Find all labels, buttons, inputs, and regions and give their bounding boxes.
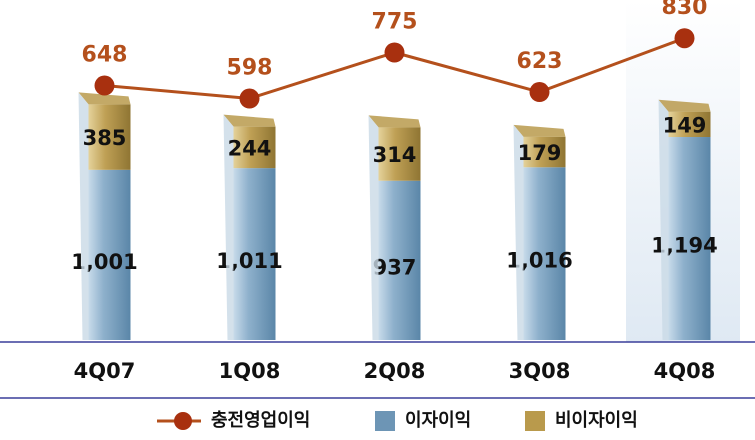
legend-label: 충전영업이익 — [211, 410, 310, 431]
value-label: 775 — [372, 10, 418, 35]
bar-top — [658, 99, 711, 112]
line-marker — [384, 42, 405, 63]
line-marker — [94, 75, 115, 96]
x-tick-label: 4Q07 — [74, 359, 136, 383]
bar-top — [223, 114, 276, 127]
x-tick-label: 3Q08 — [509, 359, 571, 383]
bar-side — [223, 114, 234, 341]
legend-swatch — [525, 411, 545, 431]
value-label: 149 — [663, 113, 707, 137]
value-label: 385 — [83, 126, 127, 150]
x-tick-label: 1Q08 — [219, 359, 281, 383]
legend: 충전영업이익 이자이익 비이자이익 — [157, 410, 638, 431]
bar-side — [658, 99, 669, 340]
bar-segment — [523, 167, 566, 340]
legend-swatch — [375, 411, 395, 431]
bar-segment — [88, 169, 131, 340]
bar-side — [78, 92, 89, 340]
x-tick-label: 2Q08 — [364, 359, 426, 383]
legend-label: 비이자이익 — [555, 410, 638, 431]
bar-segment — [233, 126, 276, 169]
bar-segment — [668, 137, 711, 340]
bar-segment — [233, 168, 276, 340]
line-marker — [529, 82, 550, 103]
bar-segment — [523, 136, 566, 168]
bar-segment — [378, 180, 421, 340]
bar-top — [368, 115, 421, 128]
legend-label: 이자이익 — [405, 410, 471, 431]
bar-segment — [88, 104, 131, 170]
legend-marker — [174, 412, 192, 430]
value-label: 244 — [228, 136, 272, 160]
value-label: 830 — [662, 0, 708, 20]
bar-top — [513, 124, 566, 137]
value-label: 598 — [227, 56, 273, 81]
bar-side — [513, 124, 524, 340]
value-label: 648 — [82, 43, 128, 68]
value-label: 314 — [373, 143, 417, 167]
value-label: 937 — [373, 255, 417, 279]
line-marker — [674, 28, 695, 49]
line-marker — [239, 88, 260, 109]
bar-segment — [378, 127, 421, 181]
x-tick-label: 4Q08 — [654, 359, 716, 383]
bar-top — [78, 92, 131, 105]
bar-side — [368, 115, 379, 340]
bar-segment — [668, 111, 711, 138]
value-label: 623 — [517, 49, 563, 74]
value-label: 179 — [518, 141, 562, 165]
